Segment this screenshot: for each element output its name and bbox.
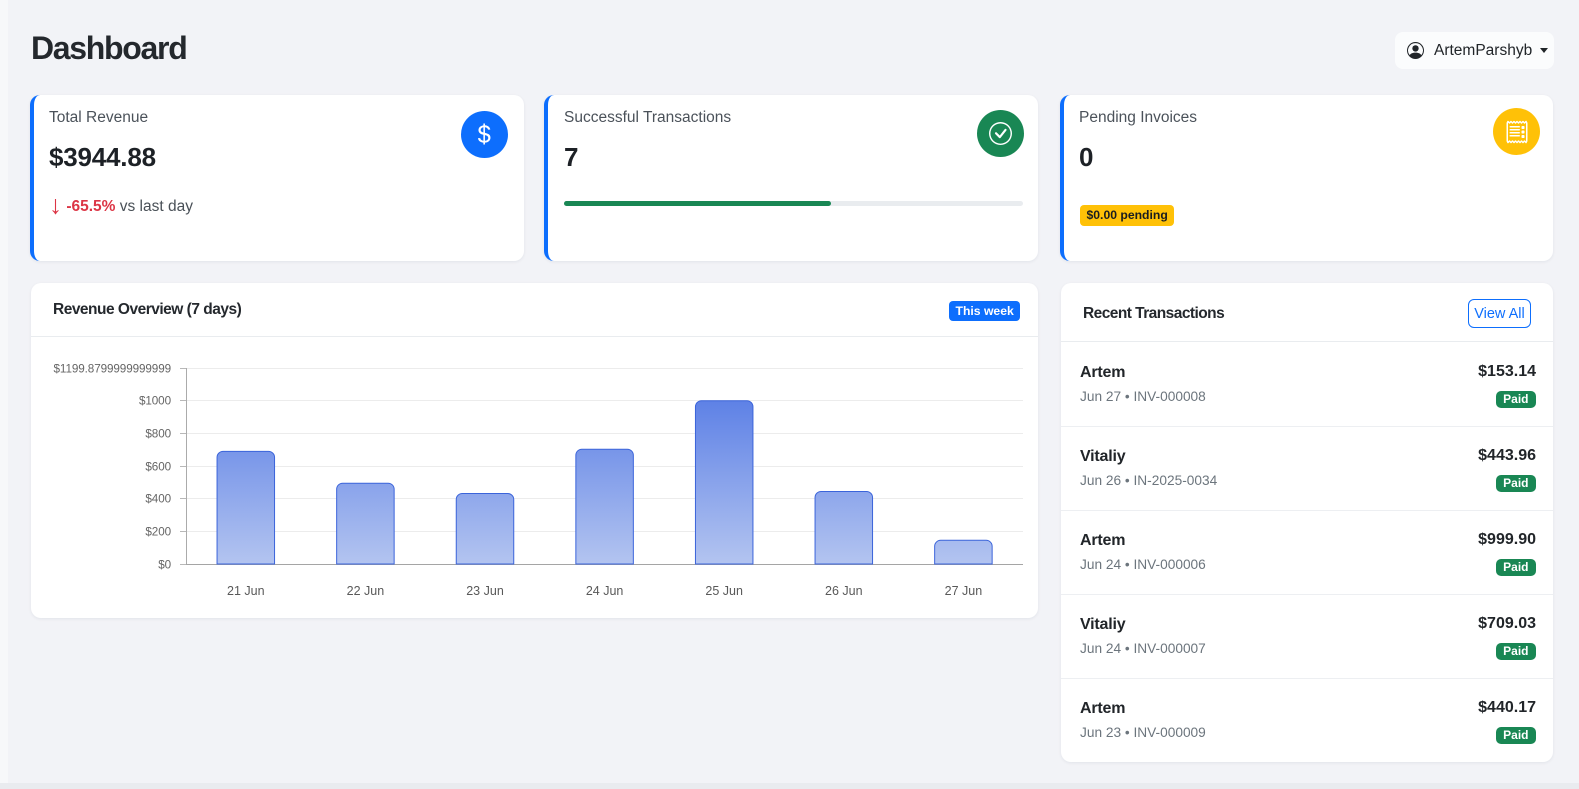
svg-text:$1199.8799999999999: $1199.8799999999999 — [54, 363, 171, 376]
svg-text:21 Jun: 21 Jun — [227, 584, 265, 598]
svg-text:26 Jun: 26 Jun — [825, 584, 863, 598]
svg-text:23 Jun: 23 Jun — [466, 584, 504, 598]
svg-text:27 Jun: 27 Jun — [945, 584, 983, 598]
svg-text:$0: $0 — [158, 559, 171, 572]
svg-text:$600: $600 — [145, 461, 171, 474]
svg-text:$400: $400 — [145, 493, 171, 506]
svg-text:$200: $200 — [145, 526, 171, 539]
svg-text:$800: $800 — [145, 428, 171, 441]
svg-text:$1000: $1000 — [139, 395, 172, 408]
svg-text:24 Jun: 24 Jun — [586, 584, 624, 598]
svg-text:22 Jun: 22 Jun — [347, 584, 385, 598]
svg-text:25 Jun: 25 Jun — [705, 584, 743, 598]
